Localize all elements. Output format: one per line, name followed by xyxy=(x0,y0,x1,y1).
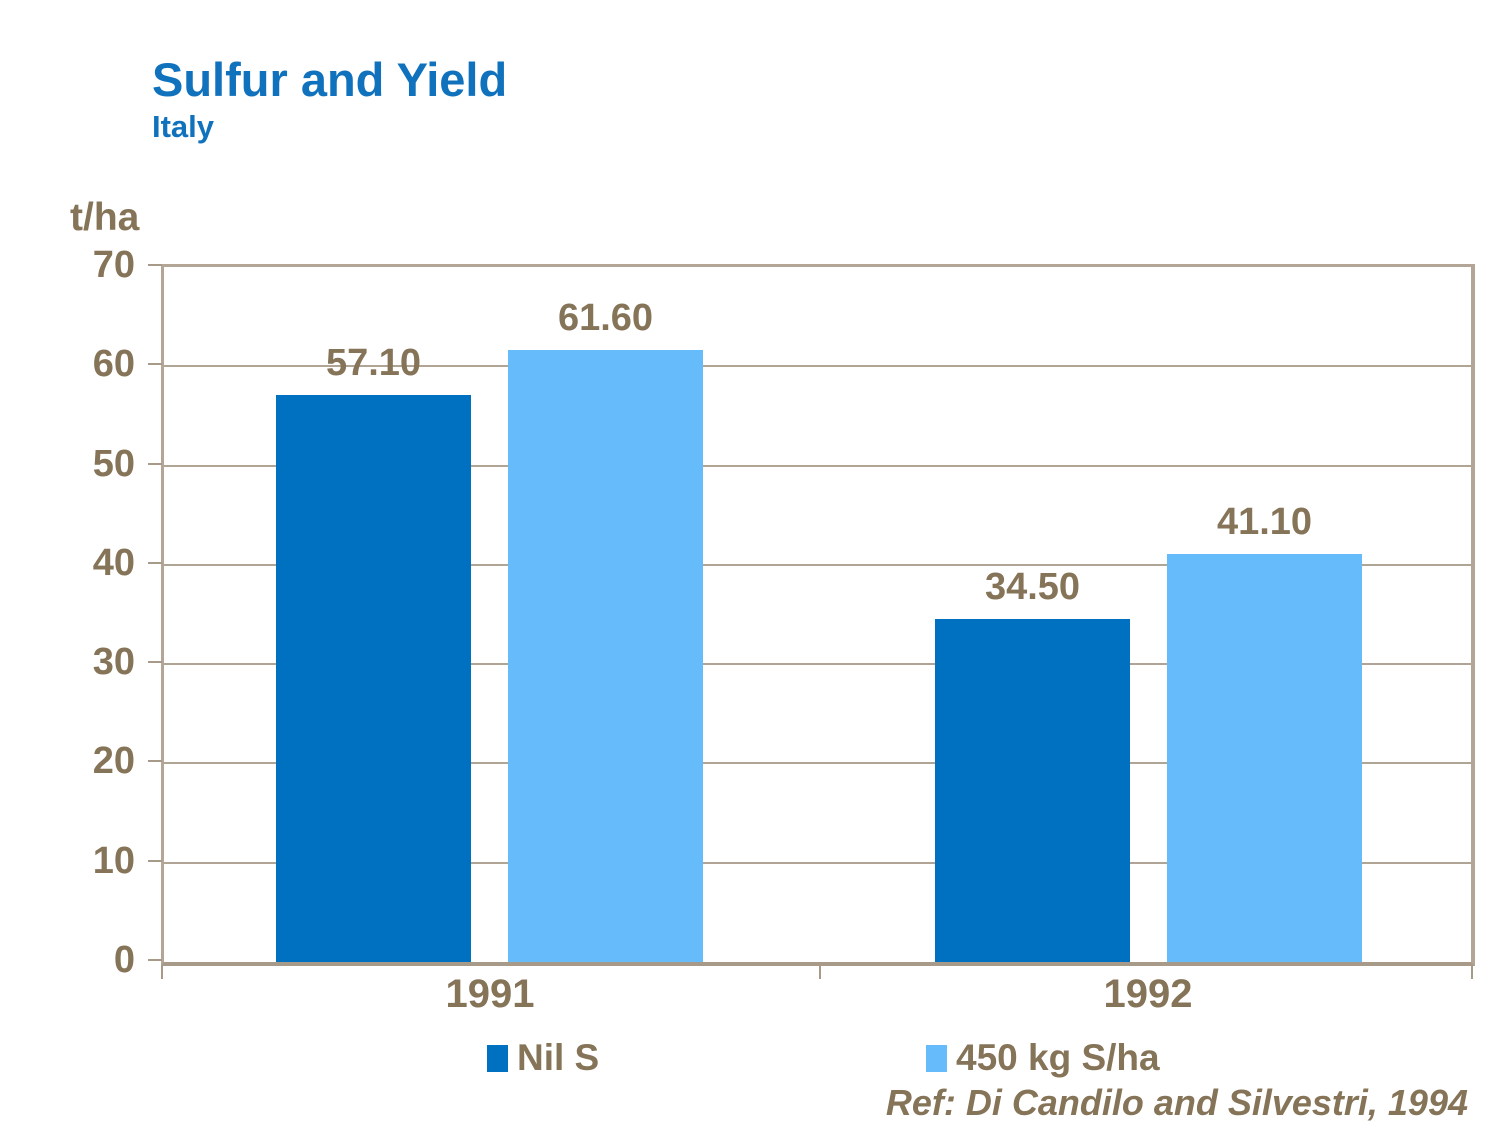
bar-value-label: 41.10 xyxy=(1216,500,1313,543)
gridline xyxy=(164,563,1471,566)
y-axis-tick xyxy=(148,760,162,763)
y-axis-tick-label: 50 xyxy=(92,442,135,485)
y-axis-unit-label: t/ha xyxy=(70,196,140,239)
bar-value-label: 57.10 xyxy=(325,342,422,385)
legend-label-450kg: 450 kg S/ha xyxy=(956,1037,1160,1078)
category-label-1992: 1992 xyxy=(1103,972,1193,1016)
y-axis-tick-label: 20 xyxy=(92,740,135,783)
bar-value-label: 34.50 xyxy=(984,566,1081,609)
y-axis-tick xyxy=(148,462,162,465)
y-axis-tick-label: 70 xyxy=(92,244,135,286)
legend-swatch-450kg xyxy=(926,1044,947,1072)
y-axis-tick-label: 40 xyxy=(92,541,135,584)
y-axis-tick xyxy=(148,264,162,266)
y-axis-tick-label: 30 xyxy=(92,641,135,684)
legend-label-nil-s: Nil S xyxy=(517,1037,600,1078)
category-label-1991: 1991 xyxy=(445,972,535,1016)
gridline xyxy=(164,861,1471,864)
gridline xyxy=(164,663,1471,666)
x-axis-tick xyxy=(1471,966,1473,979)
plot-area: 57.10 34.50 61.60 41.10 xyxy=(161,264,1475,966)
y-axis-tick-label: 60 xyxy=(92,343,135,386)
y-axis-tick xyxy=(148,363,162,366)
y-axis-tick-label: 10 xyxy=(92,839,135,882)
bar-value-label: 61.60 xyxy=(557,297,654,340)
bar-1992-450-kg-s-ha xyxy=(1167,553,1362,962)
bar-1991-450-kg-s-ha xyxy=(508,350,703,962)
reference-citation: Ref: Di Candilo and Silvestri, 1994 xyxy=(885,1082,1468,1123)
chart-subtitle: Italy xyxy=(152,109,215,144)
chart-title: Sulfur and Yield xyxy=(152,53,508,106)
gridline xyxy=(164,464,1471,467)
bar-1991-nil-s xyxy=(276,395,471,962)
gridline xyxy=(164,365,1471,368)
y-axis-tick xyxy=(148,561,162,564)
gridline xyxy=(164,762,1471,765)
x-axis-tick xyxy=(819,966,821,979)
x-axis-tick xyxy=(161,966,163,979)
y-axis-tick xyxy=(148,661,162,664)
legend-item-nil-s: Nil S xyxy=(487,1036,599,1080)
y-axis-tick xyxy=(148,859,162,862)
legend-swatch-nil-s xyxy=(487,1044,508,1072)
legend-item-450kg: 450 kg S/ha xyxy=(926,1036,1160,1080)
y-axis-tick-label: 0 xyxy=(113,939,135,981)
bar-1992-nil-s xyxy=(935,619,1130,962)
y-axis-tick xyxy=(148,959,162,961)
